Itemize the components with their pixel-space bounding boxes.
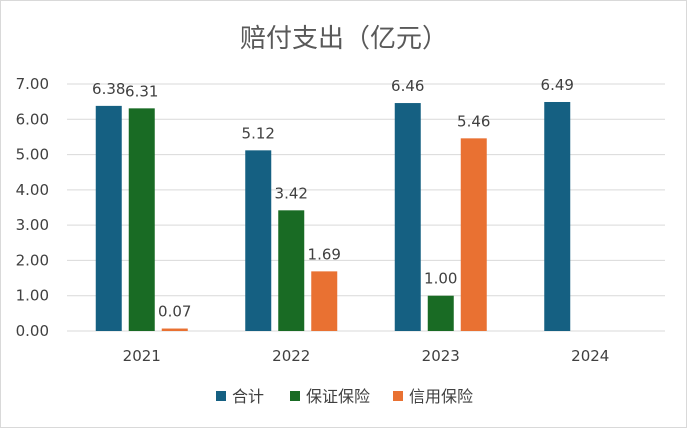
x-tick-label: 2022 [272,347,310,365]
x-tick-label: 2024 [571,347,609,365]
data-label: 5.12 [242,124,275,142]
bars [95,101,571,332]
bar-信用保险 [311,271,338,331]
bar-合计 [544,101,571,331]
data-label: 0.07 [158,303,191,321]
y-tick-label: 0.00 [16,322,49,340]
bar-保证保险 [278,210,305,331]
x-axis-ticks: 2021 2022 2023 2024 [123,347,610,365]
data-label: 6.49 [541,76,574,94]
legend-label: 保证保险 [306,387,370,406]
gridlines [67,83,665,332]
legend-label: 合计 [232,387,264,406]
data-label: 5.46 [457,112,490,130]
bar-保证保险 [427,295,454,331]
chart-title: 赔付支出（亿元） [240,24,448,54]
bar-信用保险 [161,328,188,331]
y-tick-label: 5.00 [16,146,49,164]
bar-合计 [245,150,272,331]
legend-swatch [216,391,226,401]
x-tick-label: 2021 [123,347,161,365]
data-label: 1.69 [308,245,341,263]
y-tick-label: 1.00 [16,287,49,305]
y-tick-label: 3.00 [16,216,49,234]
y-tick-label: 6.00 [16,110,49,128]
y-tick-label: 4.00 [16,181,49,199]
y-tick-label: 2.00 [16,251,49,269]
data-label: 6.38 [92,80,125,98]
x-tick-label: 2023 [422,347,460,365]
y-tick-label: 7.00 [16,75,49,93]
bar-合计 [95,105,122,332]
legend-swatch [393,391,403,401]
y-axis-ticks: 0.00 1.00 2.00 3.00 4.00 5.00 6.00 7.00 [16,75,49,340]
data-label: 6.46 [391,77,424,95]
data-label: 6.31 [125,82,158,100]
bar-保证保险 [128,108,155,332]
legend: 合计 保证保险 信用保险 [216,387,473,406]
data-label: 3.42 [275,184,308,202]
bar-合计 [394,103,421,331]
legend-label: 信用保险 [409,387,473,406]
data-labels: 6.38 6.31 0.07 5.12 3.42 1.69 6.46 1.00 5.46 6.49 [92,76,574,321]
bar-信用保险 [460,138,487,331]
data-label: 1.00 [424,270,457,288]
legend-swatch [290,391,300,401]
